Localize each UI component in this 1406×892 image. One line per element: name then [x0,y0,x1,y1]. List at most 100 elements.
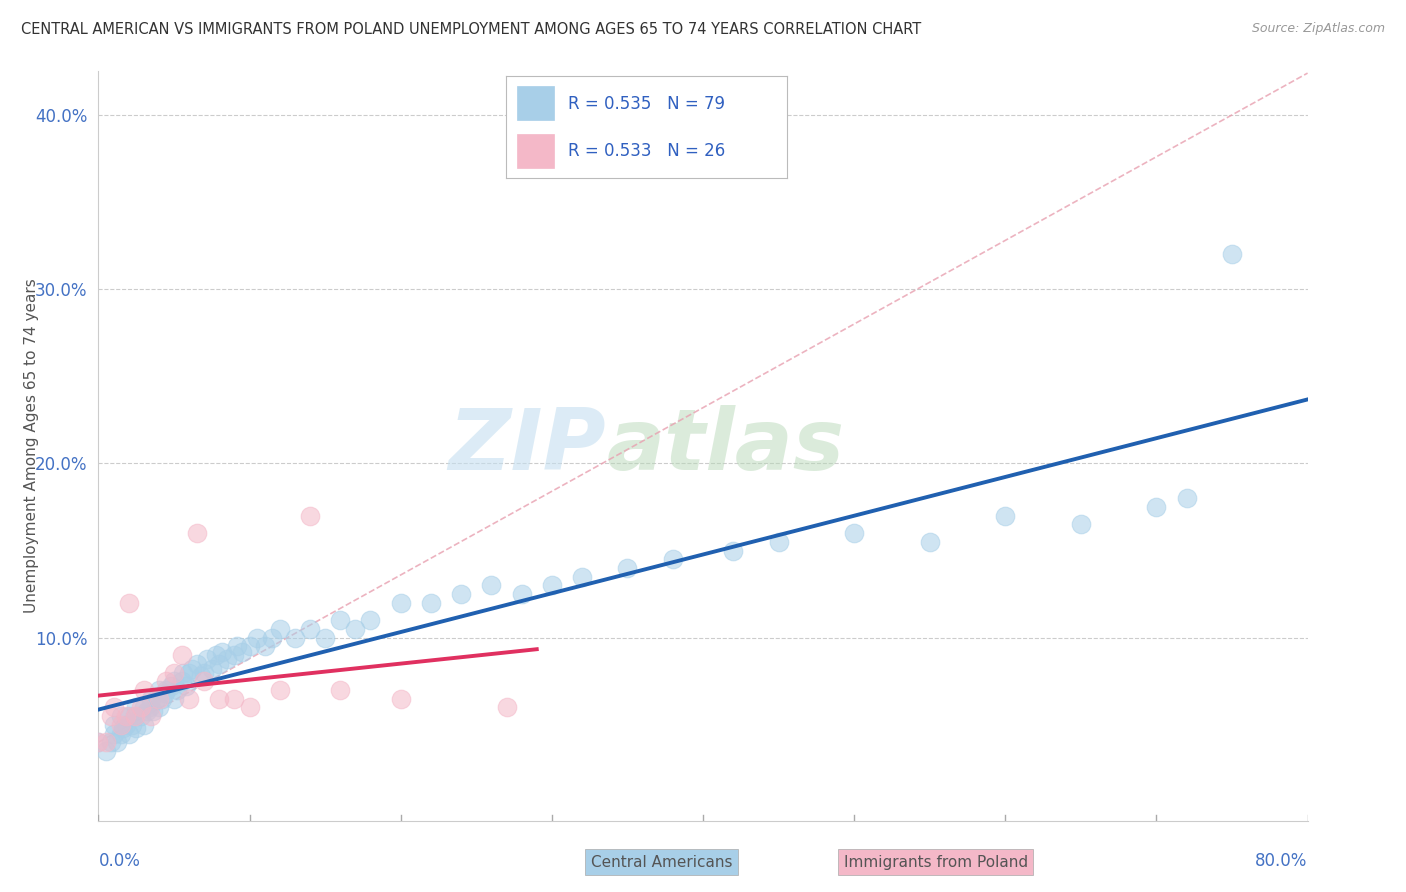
Point [226,640,249,654]
Point [284,631,307,645]
Text: Immigrants from Poland: Immigrants from Poland [844,855,1028,870]
Point [148,691,170,706]
Point [246,631,269,645]
Point [148,700,170,714]
Point [135,704,157,718]
Point [329,682,352,697]
Point [174,680,197,694]
Point [344,622,367,636]
Point [495,700,517,714]
Point [360,613,382,627]
Point [224,648,246,662]
Point [87,735,110,749]
Point [186,526,208,541]
Point [299,508,322,523]
Point [103,700,125,714]
Point [329,613,352,627]
Point [239,700,262,714]
Point [170,648,193,662]
Point [105,735,128,749]
Point [132,718,155,732]
Point [768,534,790,549]
Point [181,662,204,676]
Point [231,645,253,659]
Point [239,640,262,654]
Point [193,674,215,689]
Point [94,735,117,749]
Point [145,691,167,706]
Point [142,704,165,718]
Point [121,718,143,732]
Point [150,691,173,706]
Point [155,674,177,689]
Point [114,709,136,723]
Point [389,596,412,610]
Point [208,691,231,706]
Point [129,700,152,714]
Point [262,631,284,645]
Point [118,709,141,723]
Point [139,700,162,714]
Point [481,578,503,592]
Point [141,691,163,706]
Point [195,651,218,665]
Point [155,682,177,697]
Point [100,735,122,749]
Point [153,686,176,700]
Point [314,631,336,645]
Text: 0.0%: 0.0% [98,852,141,870]
Point [193,665,215,680]
Point [201,662,224,676]
Point [118,726,141,740]
Point [224,691,246,706]
Point [163,665,186,680]
Point [114,718,136,732]
Point [571,570,593,584]
Text: ZIP: ZIP [449,404,606,488]
Point [253,640,276,654]
Point [129,709,152,723]
Point [420,596,443,610]
Bar [517,135,554,168]
Point [205,648,228,662]
Point [208,657,231,671]
Point [141,709,163,723]
Point [163,674,186,689]
Point [172,665,194,680]
Point [125,700,148,714]
Point [1070,517,1092,532]
Bar [517,87,554,120]
Point [1144,500,1167,514]
Point [132,682,155,697]
Point [110,718,132,732]
Point [179,665,201,680]
Point [190,669,212,683]
Text: Unemployment Among Ages 65 to 74 years: Unemployment Among Ages 65 to 74 years [24,278,39,614]
Point [110,726,132,740]
Text: CENTRAL AMERICAN VS IMMIGRANTS FROM POLAND UNEMPLOYMENT AMONG AGES 65 TO 74 YEAR: CENTRAL AMERICAN VS IMMIGRANTS FROM POLA… [21,22,921,37]
Point [166,682,188,697]
Point [163,691,186,706]
Point [103,718,125,732]
Point [87,735,110,749]
Point [510,587,533,601]
Text: 80.0%: 80.0% [1256,852,1308,870]
Text: Central Americans: Central Americans [591,855,733,870]
Point [111,721,134,735]
Point [994,508,1017,523]
Point [540,578,562,592]
Text: atlas: atlas [606,404,845,488]
Point [215,651,238,665]
Text: R = 0.533   N = 26: R = 0.533 N = 26 [568,142,725,160]
Point [110,709,132,723]
Point [299,622,322,636]
Text: Source: ZipAtlas.com: Source: ZipAtlas.com [1251,22,1385,36]
Point [132,700,155,714]
Point [918,534,941,549]
Point [389,691,412,706]
Point [1220,247,1243,261]
Point [94,744,117,758]
Point [103,726,125,740]
Point [616,561,638,575]
Point [124,709,146,723]
